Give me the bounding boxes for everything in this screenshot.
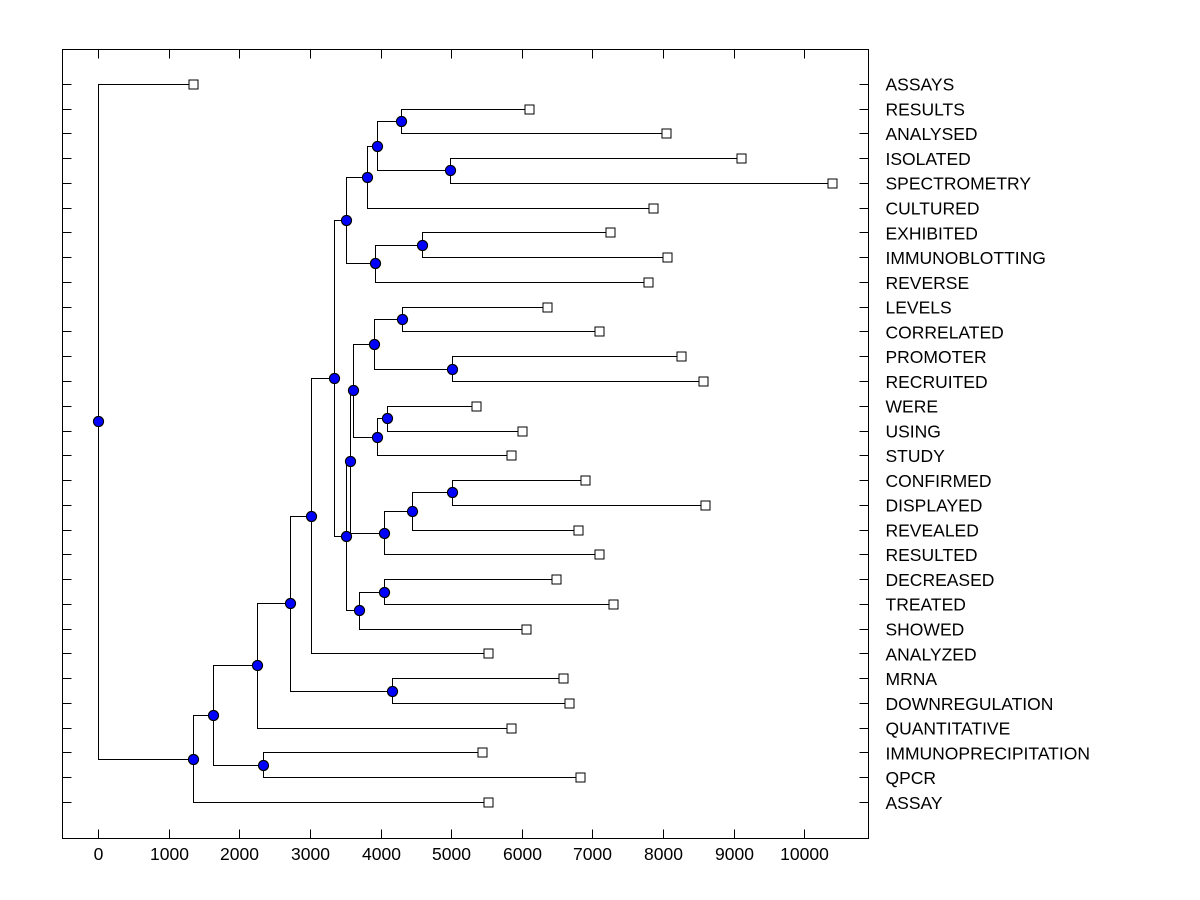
svg-text:ASSAY: ASSAY (886, 793, 943, 813)
svg-text:DOWNREGULATION: DOWNREGULATION (886, 694, 1054, 714)
svg-text:0: 0 (94, 844, 104, 864)
svg-text:QUANTITATIVE: QUANTITATIVE (886, 719, 1011, 739)
svg-text:QPCR: QPCR (886, 768, 937, 788)
svg-text:8000: 8000 (644, 844, 683, 864)
svg-text:RESULTS: RESULTS (886, 99, 965, 119)
svg-text:WERE: WERE (886, 397, 939, 417)
svg-text:USING: USING (886, 421, 941, 441)
svg-text:10000: 10000 (780, 844, 829, 864)
svg-text:SHOWED: SHOWED (886, 620, 965, 640)
svg-text:MRNA: MRNA (886, 669, 938, 689)
svg-text:REVEALED: REVEALED (886, 520, 979, 540)
svg-text:RESULTED: RESULTED (886, 545, 978, 565)
svg-text:7000: 7000 (573, 844, 612, 864)
svg-text:CONFIRMED: CONFIRMED (886, 471, 992, 491)
svg-text:IMMUNOBLOTTING: IMMUNOBLOTTING (886, 248, 1046, 268)
svg-text:ANALYZED: ANALYZED (886, 644, 977, 664)
svg-text:CULTURED: CULTURED (886, 198, 980, 218)
svg-text:PROMOTER: PROMOTER (886, 347, 987, 367)
svg-text:ANALYSED: ANALYSED (886, 124, 978, 144)
svg-text:RECRUITED: RECRUITED (886, 372, 988, 392)
svg-text:6000: 6000 (503, 844, 542, 864)
svg-text:ISOLATED: ISOLATED (886, 149, 971, 169)
svg-text:REVERSE: REVERSE (886, 273, 970, 293)
svg-text:TREATED: TREATED (886, 595, 966, 615)
svg-text:STUDY: STUDY (886, 446, 946, 466)
svg-text:4000: 4000 (362, 844, 401, 864)
svg-text:ASSAYS: ASSAYS (886, 75, 955, 95)
svg-text:1000: 1000 (150, 844, 189, 864)
svg-text:5000: 5000 (432, 844, 471, 864)
svg-text:LEVELS: LEVELS (886, 298, 952, 318)
svg-text:CORRELATED: CORRELATED (886, 322, 1004, 342)
svg-text:EXHIBITED: EXHIBITED (886, 223, 978, 243)
svg-text:DECREASED: DECREASED (886, 570, 995, 590)
svg-text:3000: 3000 (291, 844, 330, 864)
svg-text:SPECTROMETRY: SPECTROMETRY (886, 174, 1032, 194)
svg-text:DISPLAYED: DISPLAYED (886, 496, 983, 516)
svg-text:2000: 2000 (220, 844, 259, 864)
svg-text:9000: 9000 (715, 844, 754, 864)
svg-text:IMMUNOPRECIPITATION: IMMUNOPRECIPITATION (886, 743, 1091, 763)
